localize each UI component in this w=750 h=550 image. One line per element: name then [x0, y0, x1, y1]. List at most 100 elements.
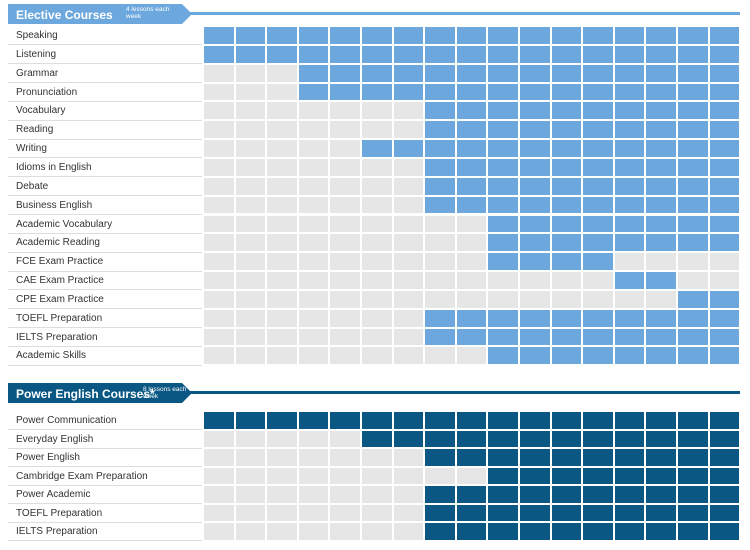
- elective-grid-cell: [297, 214, 330, 234]
- elective-grid-cell: [708, 327, 741, 347]
- elective-grid-cell: [613, 233, 646, 253]
- elective-grid-cell: [329, 195, 361, 215]
- elective-row-divider: [8, 251, 202, 253]
- elective-grid-cell: [677, 176, 709, 196]
- power-grid-cell: [550, 448, 583, 467]
- elective-grid-cell: [708, 26, 741, 45]
- elective-grid-cell: [455, 176, 488, 196]
- power-grid-cell: [519, 466, 551, 485]
- power-row-label: Power English: [16, 452, 80, 463]
- elective-grid-cell: [487, 176, 519, 196]
- elective-grid-cell: [645, 176, 677, 196]
- elective-grid-cell: [424, 26, 456, 45]
- elective-lessons-note: 4 lessons each week: [126, 6, 170, 20]
- elective-grid-cell: [487, 63, 519, 83]
- power-grid-cell: [613, 522, 646, 541]
- power-grid-cell: [329, 466, 361, 485]
- power-lessons-note: 8 lessons each week: [143, 386, 187, 400]
- elective-grid-cell: [677, 327, 709, 347]
- elective-grid-cell: [677, 82, 709, 102]
- elective-grid-cell: [550, 139, 583, 158]
- power-grid-cell: [297, 411, 330, 430]
- elective-grid-cell: [455, 26, 488, 45]
- power-grid-cell: [708, 429, 741, 448]
- elective-grid-cell: [266, 82, 298, 102]
- elective-grid-cell: [519, 120, 551, 140]
- elective-grid-cell: [392, 26, 425, 45]
- elective-grid-cell: [455, 44, 488, 64]
- elective-grid-cell: [424, 233, 456, 253]
- power-grid-cell: [645, 448, 677, 467]
- elective-grid-cell: [203, 157, 235, 177]
- elective-row-label: Idioms in English: [16, 161, 92, 173]
- elective-grid-cell: [392, 308, 425, 328]
- elective-grid-cell: [645, 26, 677, 45]
- elective-row-divider: [8, 327, 202, 329]
- elective-grid-cell: [708, 214, 741, 234]
- power-grid-cell: [550, 411, 583, 430]
- elective-grid-cell: [392, 44, 425, 64]
- elective-grid-cell: [487, 26, 519, 45]
- elective-grid-cell: [519, 82, 551, 102]
- power-grid-cell: [361, 522, 393, 541]
- power-grid-cell: [677, 503, 709, 522]
- elective-row-label: Reading: [16, 124, 54, 136]
- power-grid-cell: [677, 522, 709, 541]
- elective-grid-cell: [297, 346, 330, 366]
- elective-grid-cell: [582, 120, 614, 140]
- elective-grid-cell: [297, 44, 330, 64]
- elective-grid-cell: [266, 120, 298, 140]
- elective-grid-cell: [361, 26, 393, 45]
- power-grid-cell: [392, 466, 425, 485]
- elective-grid-cell: [582, 101, 614, 121]
- elective-grid-cell: [329, 327, 361, 347]
- power-grid-cell: [329, 503, 361, 522]
- elective-row-label: Speaking: [16, 30, 58, 41]
- power-grid-cell: [266, 522, 298, 541]
- power-grid-cell: [519, 522, 551, 541]
- power-grid-cell: [234, 448, 267, 467]
- elective-grid-cell: [455, 308, 488, 328]
- elective-grid-cell: [645, 157, 677, 177]
- elective-grid-cell: [392, 346, 425, 366]
- power-grid-cell: [677, 411, 709, 430]
- elective-grid-cell: [455, 139, 488, 158]
- power-grid-cell: [266, 503, 298, 522]
- elective-grid-cell: [361, 214, 393, 234]
- power-grid-cell: [550, 429, 583, 448]
- elective-grid-cell: [613, 308, 646, 328]
- power-grid-cell: [645, 411, 677, 430]
- elective-grid-cell: [519, 195, 551, 215]
- elective-grid-cell: [550, 44, 583, 64]
- power-row-label: Everyday English: [16, 433, 94, 445]
- elective-grid-cell: [550, 26, 583, 45]
- power-grid-cell: [329, 485, 361, 504]
- elective-grid-cell: [582, 63, 614, 83]
- power-grid-cell: [203, 485, 235, 504]
- elective-grid-cell: [519, 176, 551, 196]
- elective-grid-cell: [424, 252, 456, 272]
- elective-row-divider: [8, 289, 202, 291]
- elective-grid-cell: [361, 63, 393, 83]
- power-grid-cell: [234, 429, 267, 448]
- elective-grid-cell: [613, 26, 646, 45]
- elective-grid-cell: [708, 289, 741, 309]
- power-grid-cell: [361, 466, 393, 485]
- power-grid-cell: [613, 485, 646, 504]
- power-grid-cell: [424, 448, 456, 467]
- elective-grid-cell: [582, 26, 614, 45]
- elective-grid-cell: [519, 26, 551, 45]
- elective-grid-cell: [487, 120, 519, 140]
- elective-grid-cell: [392, 195, 425, 215]
- elective-grid-cell: [361, 120, 393, 140]
- power-row-divider: [8, 521, 202, 523]
- power-grid-cell: [361, 448, 393, 467]
- elective-grid-cell: [361, 157, 393, 177]
- elective-grid-cell: [424, 271, 456, 290]
- power-grid-cell: [645, 522, 677, 541]
- elective-grid-cell: [266, 289, 298, 309]
- power-row-label: IELTS Preparation: [16, 526, 98, 537]
- elective-grid-cell: [234, 157, 267, 177]
- elective-grid-cell: [234, 252, 267, 272]
- elective-grid-cell: [234, 120, 267, 140]
